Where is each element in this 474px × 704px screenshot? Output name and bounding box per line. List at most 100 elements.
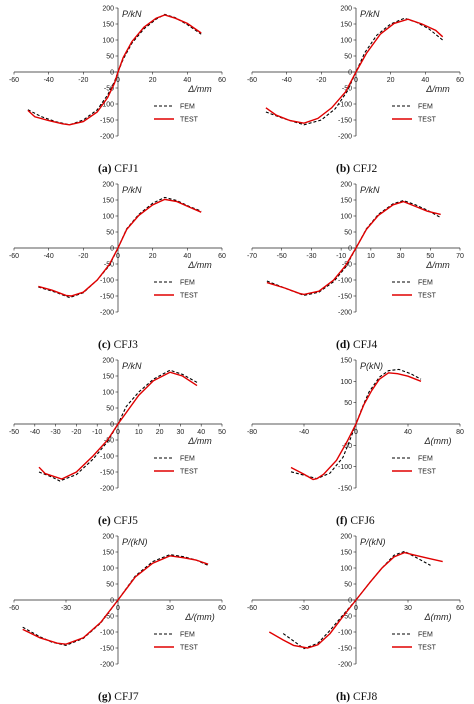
legend-label-test: TEST	[418, 293, 437, 300]
panel-caption: (h) CFJ8	[336, 691, 377, 703]
y-tick-label: 200	[102, 358, 114, 365]
x-axis-title: Δ/mm	[425, 260, 450, 270]
y-tick-label: -200	[100, 486, 114, 493]
x-axis-title: Δ/mm	[187, 84, 212, 94]
y-tick-label: 150	[102, 550, 114, 557]
x-axis-title: Δ/mm	[187, 260, 212, 270]
x-tick-label: -80	[247, 429, 257, 436]
x-tick-label: 20	[387, 77, 395, 84]
x-tick-label: 40	[183, 77, 191, 84]
y-tick-label: 200	[340, 182, 352, 189]
x-tick-label: 30	[177, 429, 185, 436]
x-tick-label: 0	[116, 77, 120, 84]
x-tick-label: -30	[61, 605, 71, 612]
x-tick-label: 10	[135, 429, 143, 436]
y-tick-label: -100	[338, 278, 352, 285]
x-tick-label: -60	[9, 77, 19, 84]
legend-label-test: TEST	[418, 645, 437, 652]
x-tick-label: -30	[306, 253, 316, 260]
y-tick-label: 0	[110, 598, 114, 605]
y-tick-label: 50	[344, 230, 352, 237]
y-tick-label: 100	[340, 566, 352, 573]
y-tick-label: -100	[100, 102, 114, 109]
legend-label-test: TEST	[180, 469, 199, 476]
series-line-fem	[266, 200, 441, 296]
y-tick-label: 100	[102, 566, 114, 573]
legend-label-fem: FEM	[180, 456, 195, 463]
y-tick-label: 50	[106, 230, 114, 237]
x-tick-label: -50	[9, 429, 19, 436]
series-line-test	[268, 551, 443, 649]
x-tick-label: 20	[149, 77, 157, 84]
x-tick-label: 60	[456, 605, 464, 612]
y-axis-title: P/kN	[122, 185, 142, 195]
x-tick-label: 50	[218, 429, 226, 436]
y-tick-label: -50	[342, 614, 352, 621]
series-line-fem	[38, 196, 202, 299]
y-tick-label: 100	[102, 38, 114, 45]
y-tick-label: -200	[338, 134, 352, 141]
x-tick-label: -20	[316, 77, 326, 84]
legend-label-fem: FEM	[180, 280, 195, 287]
series-line-fem	[27, 13, 202, 126]
y-tick-label: -100	[100, 630, 114, 637]
y-tick-label: -50	[104, 438, 114, 445]
y-tick-label: -100	[100, 278, 114, 285]
y-tick-label: -50	[342, 443, 352, 450]
y-tick-label: 100	[102, 214, 114, 221]
y-axis-title: P/kN	[122, 361, 142, 371]
x-tick-label: 0	[116, 605, 120, 612]
x-tick-label: 20	[156, 429, 164, 436]
y-axis-title: P/(kN)	[360, 537, 386, 547]
y-tick-label: -150	[100, 470, 114, 477]
y-tick-label: 100	[340, 379, 352, 386]
x-tick-label: 30	[397, 253, 405, 260]
y-tick-label: -100	[100, 454, 114, 461]
y-tick-label: -150	[100, 294, 114, 301]
x-tick-label: 70	[456, 253, 464, 260]
panel-caption: (e) CFJ5	[98, 515, 138, 527]
y-tick-label: 0	[110, 246, 114, 253]
x-tick-label: -40	[44, 77, 54, 84]
x-tick-label: -60	[247, 605, 257, 612]
y-tick-label: 100	[340, 214, 352, 221]
chart-panel-cfj2: -60 -40 -20 0 20 40 60-200-150-100-50050100150…	[247, 6, 464, 176]
x-tick-label: 0	[116, 253, 120, 260]
x-tick-label: 60	[218, 253, 226, 260]
series-line-test	[266, 200, 441, 296]
legend-label-fem: FEM	[418, 632, 433, 639]
y-axis-title: P(kN)	[360, 361, 383, 371]
x-tick-label: -20	[71, 429, 81, 436]
y-tick-label: -50	[342, 262, 352, 269]
y-tick-label: -150	[100, 118, 114, 125]
x-tick-label: 40	[183, 253, 191, 260]
panel-caption: (f) CFJ6	[336, 515, 375, 527]
panel-caption: (g) CFJ7	[98, 691, 139, 703]
legend-label-fem: FEM	[418, 104, 433, 111]
y-tick-label: -150	[338, 118, 352, 125]
x-tick-label: -30	[51, 429, 61, 436]
y-tick-label: 150	[102, 374, 114, 381]
x-axis-title: Δ(mm)	[423, 612, 451, 622]
y-tick-label: -100	[338, 464, 352, 471]
x-tick-label: 40	[404, 429, 412, 436]
x-tick-label: -40	[44, 253, 54, 260]
y-tick-label: 50	[344, 582, 352, 589]
y-tick-label: 50	[344, 54, 352, 61]
x-tick-label: 30	[166, 605, 174, 612]
x-tick-label: 30	[404, 605, 412, 612]
x-tick-label: 0	[116, 429, 120, 436]
x-tick-label: -10	[92, 429, 102, 436]
series-line-test	[265, 18, 444, 124]
x-tick-label: 60	[218, 605, 226, 612]
x-tick-label: 50	[426, 253, 434, 260]
series-line-test	[290, 372, 422, 481]
y-tick-label: 50	[106, 54, 114, 61]
series-line-test	[22, 555, 209, 645]
x-tick-label: 0	[354, 605, 358, 612]
legend-label-test: TEST	[180, 293, 199, 300]
x-axis-title: Δ/mm	[425, 84, 450, 94]
x-tick-label: 60	[456, 77, 464, 84]
